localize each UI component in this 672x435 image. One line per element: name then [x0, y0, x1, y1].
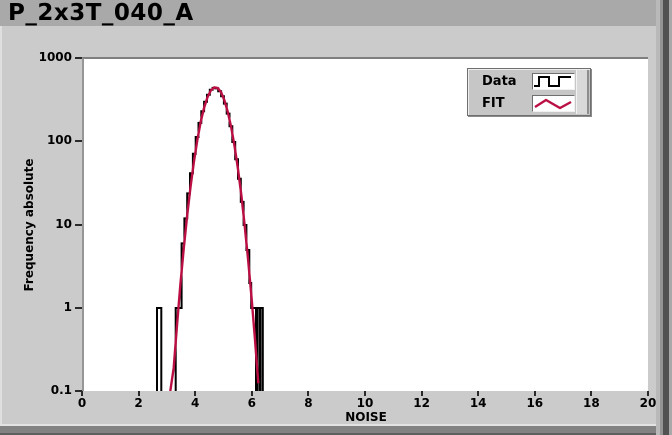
- x-tick-mark: [137, 391, 140, 396]
- x-tick-label: 12: [413, 396, 430, 410]
- legend-item-data[interactable]: Data: [470, 72, 575, 92]
- x-tick-label: 6: [247, 396, 256, 410]
- x-tick-mark: [364, 391, 366, 396]
- x-tick-label: 0: [77, 396, 87, 410]
- x-tick-label: 8: [304, 396, 313, 410]
- y-tick-label: 10: [55, 216, 72, 231]
- legend-label-data: Data: [482, 74, 517, 89]
- legend-label-fit: FIT: [482, 96, 505, 111]
- x-tick-label: 4: [191, 396, 200, 410]
- y-tick-mark: [75, 223, 82, 226]
- window-border-bottom: [0, 426, 672, 433]
- x-tick-label: 10: [356, 396, 374, 410]
- y-tick-mark: [75, 57, 82, 59]
- step-line-icon[interactable]: [532, 73, 575, 90]
- window-border-right-3: [663, 0, 669, 435]
- x-tick-mark: [250, 391, 253, 396]
- zigzag-line-icon[interactable]: [532, 95, 575, 112]
- y-tick-mark: [75, 390, 82, 392]
- y-tick-label: 0.1: [50, 383, 72, 397]
- window-border-bottom-shadow: [0, 433, 672, 435]
- x-tick-mark: [307, 391, 310, 396]
- y-tick-label: 100: [46, 133, 72, 148]
- histogram-graph: Frequency absolute NOISE Data FIT: [0, 26, 672, 435]
- x-tick-label: 2: [134, 396, 143, 410]
- x-tick-mark: [647, 391, 649, 396]
- window-title: P_2x3T_040_A: [8, 0, 194, 26]
- plot-canvas: [156, 86, 264, 391]
- window-border-right-1: [656, 0, 660, 435]
- plot-legend: Data FIT: [467, 68, 591, 116]
- y-tick-label: 1: [63, 299, 72, 314]
- x-tick-label: 20: [639, 396, 657, 410]
- window-titlebar: P_2x3T_040_A: [0, 0, 672, 26]
- fit-curve-path: [169, 86, 260, 391]
- legend-scroll-strip: [576, 70, 589, 114]
- x-tick-mark: [590, 391, 593, 396]
- window-border-right-4: [669, 0, 672, 435]
- x-tick-mark: [533, 391, 536, 396]
- x-tick-mark: [477, 391, 480, 396]
- x-axis-title: NOISE: [345, 410, 387, 424]
- y-tick-mark: [75, 306, 82, 309]
- x-tick-mark: [420, 391, 423, 396]
- x-tick-label: 14: [469, 396, 487, 410]
- x-tick-mark: [194, 391, 197, 396]
- window-border-left: [0, 26, 2, 424]
- y-tick-mark: [75, 140, 82, 143]
- x-tick-mark: [81, 391, 83, 396]
- legend-item-fit[interactable]: FIT: [470, 94, 575, 114]
- window-border-right-2: [660, 0, 663, 435]
- x-tick-label: 18: [583, 396, 600, 410]
- x-tick-label: 16: [526, 396, 544, 410]
- window-border-bottom-highlight: [0, 424, 672, 426]
- y-tick-label: 1000: [38, 50, 72, 64]
